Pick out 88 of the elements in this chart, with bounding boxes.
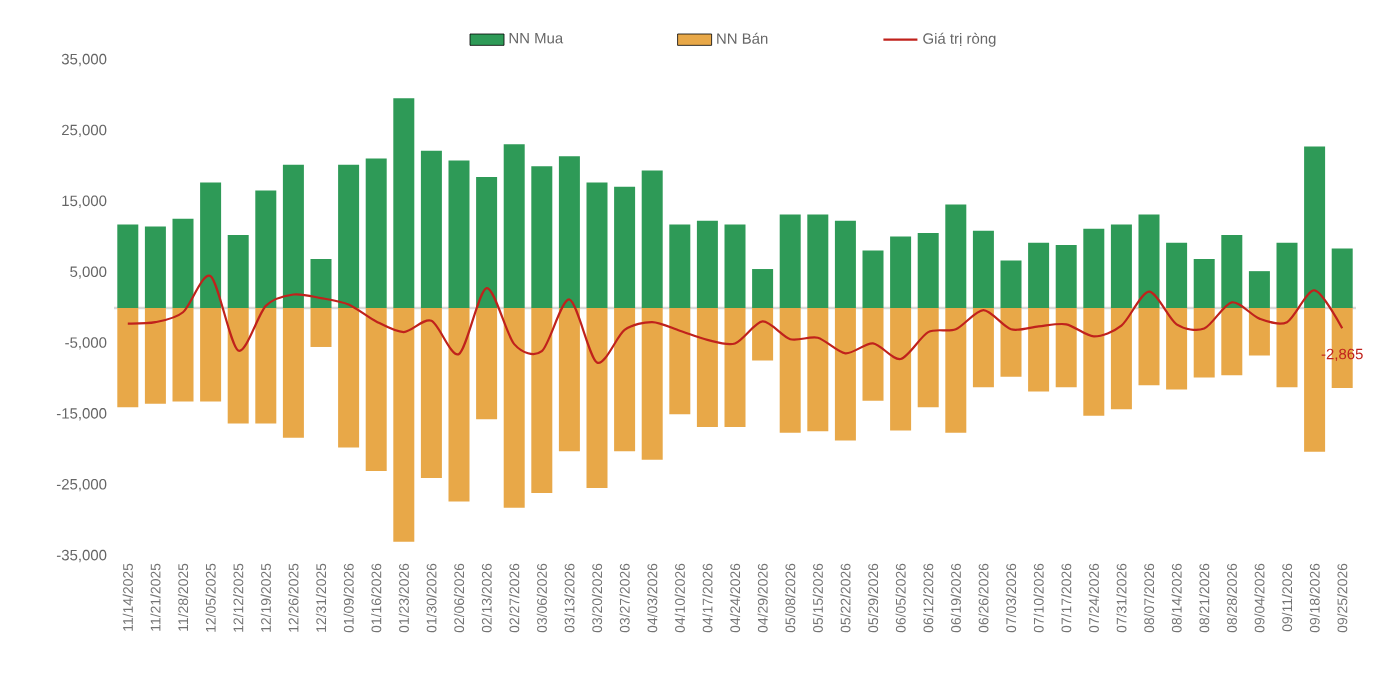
bar (420, 308, 442, 479)
bar (752, 269, 774, 308)
bar (641, 170, 663, 308)
bar (310, 259, 332, 308)
bar (338, 308, 360, 448)
bar (724, 308, 746, 428)
bar (476, 308, 498, 420)
bar (779, 308, 801, 433)
bar (972, 308, 994, 388)
bar (1110, 224, 1132, 308)
bar (669, 308, 691, 415)
bar (807, 214, 829, 308)
bar (752, 308, 774, 361)
bar (890, 236, 912, 308)
bar (1028, 242, 1050, 308)
bar (945, 308, 967, 433)
bar (503, 308, 525, 508)
bar (1276, 308, 1298, 388)
bar (393, 98, 415, 308)
bar (696, 308, 718, 428)
bar (117, 224, 139, 308)
bar (1221, 308, 1243, 376)
bar (834, 308, 856, 441)
bar (862, 250, 884, 308)
bar (365, 158, 387, 308)
bar (1138, 214, 1160, 308)
bar (890, 308, 912, 431)
bar (1083, 308, 1105, 416)
bar (531, 308, 553, 493)
bar (531, 166, 553, 308)
bar (669, 224, 691, 308)
bar (200, 308, 222, 402)
bar (503, 144, 525, 308)
bar (282, 164, 304, 308)
bar (1110, 308, 1132, 410)
bar (862, 308, 884, 401)
bar (558, 308, 580, 452)
bar (1000, 308, 1022, 377)
bar (1221, 235, 1243, 308)
bar (338, 164, 360, 308)
bar (227, 235, 249, 308)
bar (393, 308, 415, 542)
bar (586, 308, 608, 488)
bar (614, 186, 636, 308)
bar (255, 190, 277, 308)
bar (834, 220, 856, 308)
bar (917, 232, 939, 308)
bar (227, 308, 249, 424)
bar (972, 230, 994, 308)
bar (200, 182, 222, 308)
bar (282, 308, 304, 438)
bar (1193, 308, 1215, 378)
bar (448, 160, 470, 308)
bar (779, 214, 801, 308)
bar (1083, 228, 1105, 308)
bar (476, 176, 498, 308)
bar (586, 182, 608, 308)
bar (1055, 308, 1077, 388)
bar (448, 308, 470, 502)
bar (310, 308, 332, 347)
bar (945, 204, 967, 308)
bar (1248, 271, 1270, 308)
bar (1276, 242, 1298, 308)
bar (696, 220, 718, 308)
bar (1193, 259, 1215, 308)
bar (255, 308, 277, 424)
bar (365, 308, 387, 471)
bar (724, 224, 746, 308)
bar (1331, 248, 1353, 308)
bar (117, 308, 139, 408)
bar (1028, 308, 1050, 392)
bar (1248, 308, 1270, 356)
bar (144, 308, 166, 404)
bar (614, 308, 636, 452)
bar (172, 218, 194, 308)
bar (1138, 308, 1160, 386)
bar (144, 226, 166, 308)
bar (172, 308, 194, 402)
bar (1000, 260, 1022, 308)
bar (420, 150, 442, 308)
bar (558, 156, 580, 308)
bar (807, 308, 829, 432)
bar (1055, 244, 1077, 308)
bar (1166, 242, 1188, 308)
bar (917, 308, 939, 408)
bar (1304, 146, 1326, 308)
bar (641, 308, 663, 460)
bar (1166, 308, 1188, 390)
